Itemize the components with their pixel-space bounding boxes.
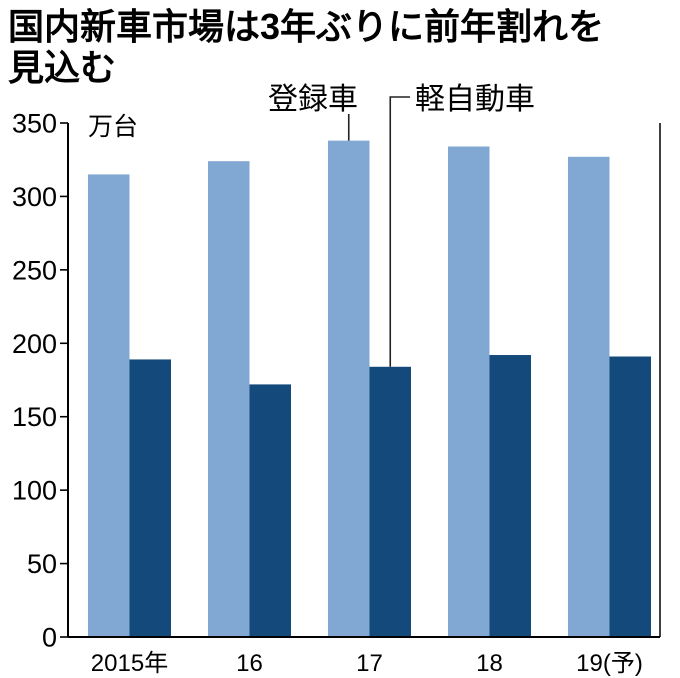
y-tick-label-0: 0 xyxy=(42,623,57,653)
x-tick-label-1: 16 xyxy=(236,650,263,677)
leader-line-kei-car xyxy=(389,96,410,367)
bar-kei-car-3 xyxy=(489,355,531,637)
y-tick-label-5: 250 xyxy=(12,255,57,285)
y-tick-label-7: 350 xyxy=(12,109,57,139)
x-tick-label-3: 18 xyxy=(476,650,503,677)
chart-title: 国内新車市場は3年ぶりに前年割れを 見込む xyxy=(8,6,604,88)
bar-registered-car-0 xyxy=(88,174,130,637)
y-ticks-layer: 0 50 100 150 200 250 300 350 xyxy=(12,109,68,653)
y-tick-label-4: 200 xyxy=(12,329,57,359)
bar-kei-car-0 xyxy=(129,359,171,637)
y-tick-label-2: 100 xyxy=(12,476,57,506)
legend-label-kei-car: 軽自動車 xyxy=(415,83,535,116)
y-unit-label: 万台 xyxy=(88,113,138,141)
bar-registered-car-1 xyxy=(208,161,250,637)
y-tick-label-6: 300 xyxy=(12,182,57,212)
y-tick-label-1: 50 xyxy=(27,549,57,579)
chart-title-line-1: 国内新車市場は3年ぶりに前年割れを xyxy=(8,6,605,47)
bar-registered-car-2 xyxy=(328,140,370,637)
legend-label-registered-car: 登録車 xyxy=(268,83,358,116)
bar-kei-car-1 xyxy=(249,384,291,637)
bar-registered-car-3 xyxy=(448,146,490,638)
bar-registered-car-4 xyxy=(568,156,610,637)
x-tick-label-2: 17 xyxy=(356,650,383,677)
x-tick-label-0: 2015年 xyxy=(91,650,168,677)
axes-layer xyxy=(67,123,661,638)
bars-layer xyxy=(88,140,651,638)
chart-title-line-2: 見込む xyxy=(8,47,117,88)
leader-lines-layer xyxy=(347,96,410,367)
y-tick-label-3: 150 xyxy=(12,402,57,432)
bar-kei-car-2 xyxy=(369,366,411,637)
x-tick-label-4: 19(予) xyxy=(576,650,643,677)
bar-kei-car-4 xyxy=(609,356,651,637)
x-labels-layer: 2015年 16 17 18 19(予) xyxy=(91,650,643,677)
